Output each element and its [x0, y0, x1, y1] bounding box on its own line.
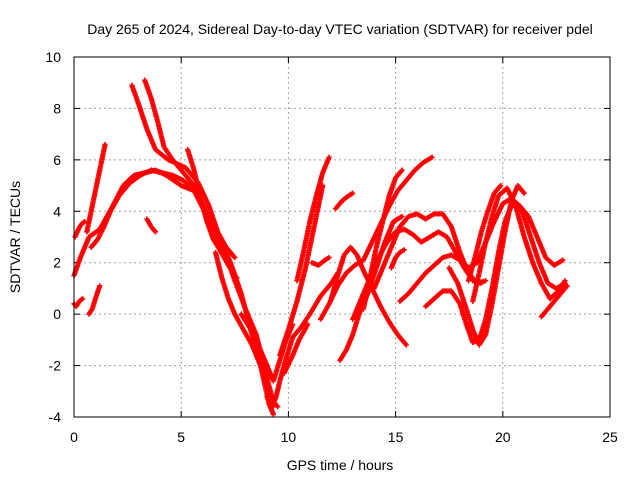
- plot-area: [71, 77, 570, 418]
- data-point: [401, 247, 407, 253]
- series-track-25: [388, 247, 407, 271]
- series-track-15: [294, 154, 332, 284]
- x-tick-label: 10: [281, 429, 297, 445]
- x-tick-label: 0: [70, 429, 78, 445]
- series-track-5: [84, 141, 108, 235]
- plot-frame: [73, 56, 611, 418]
- data-point: [564, 283, 570, 289]
- series-track-10: [185, 146, 240, 281]
- series-track-21: [332, 190, 356, 212]
- series-track-2: [71, 296, 86, 310]
- y-tick-label: 2: [53, 255, 61, 271]
- chart-title: Day 265 of 2024, Sidereal Day-to-day VTE…: [87, 21, 593, 37]
- data-point: [79, 296, 86, 302]
- y-tick-label: 0: [53, 306, 61, 322]
- tick-labels: 0 5 10 15 20 25 -4 -2 0 2 4 6 8 10: [45, 49, 618, 445]
- data-point: [270, 411, 276, 418]
- y-tick-label: 10: [45, 49, 61, 65]
- data-point: [234, 275, 240, 281]
- data-point: [498, 182, 504, 189]
- series-track-30: [465, 182, 504, 284]
- series-track-3: [86, 283, 103, 317]
- x-tick-label: 15: [388, 429, 404, 445]
- series-track-4: [88, 167, 223, 250]
- series-track-9: [144, 216, 159, 235]
- data-point: [399, 167, 405, 173]
- y-tick-label: -2: [49, 358, 62, 374]
- data-point: [152, 229, 159, 235]
- data-point: [562, 278, 568, 284]
- series-track-14: [277, 182, 326, 358]
- series-track-26: [397, 195, 566, 304]
- data-point: [521, 190, 527, 196]
- data-point: [350, 190, 356, 196]
- y-tick-label: 6: [53, 152, 61, 168]
- x-tick-label: 25: [602, 429, 618, 445]
- y-tick-label: 4: [53, 203, 61, 219]
- data-point: [429, 154, 435, 160]
- x-tick-label: 20: [495, 429, 511, 445]
- series-track-13: [264, 270, 341, 410]
- data-point: [305, 321, 311, 328]
- y-tick-label: -4: [49, 409, 62, 425]
- series-track-29: [470, 185, 568, 304]
- data-point: [483, 278, 489, 284]
- data-point: [232, 254, 238, 261]
- series-track-6: [72, 218, 88, 240]
- y-tick-label: 8: [53, 100, 61, 116]
- data-point: [326, 254, 332, 261]
- series-track-17: [309, 254, 332, 268]
- data-point: [82, 218, 88, 225]
- data-point: [326, 154, 332, 160]
- data-point: [403, 342, 409, 348]
- series-track-11: [212, 249, 276, 410]
- series-track-16: [281, 321, 311, 376]
- y-axis-label: SDTVAR / TECUs: [7, 181, 23, 293]
- x-axis-label: GPS time / hours: [287, 457, 394, 473]
- series-track-24: [360, 167, 405, 312]
- data-point: [399, 213, 405, 220]
- series-track-31: [538, 283, 570, 320]
- series-track-23: [371, 211, 489, 292]
- x-tick-label: 5: [177, 429, 185, 445]
- series-track-1: [71, 167, 276, 418]
- data-point: [102, 141, 108, 148]
- data-point: [97, 283, 103, 289]
- data-point: [560, 257, 566, 263]
